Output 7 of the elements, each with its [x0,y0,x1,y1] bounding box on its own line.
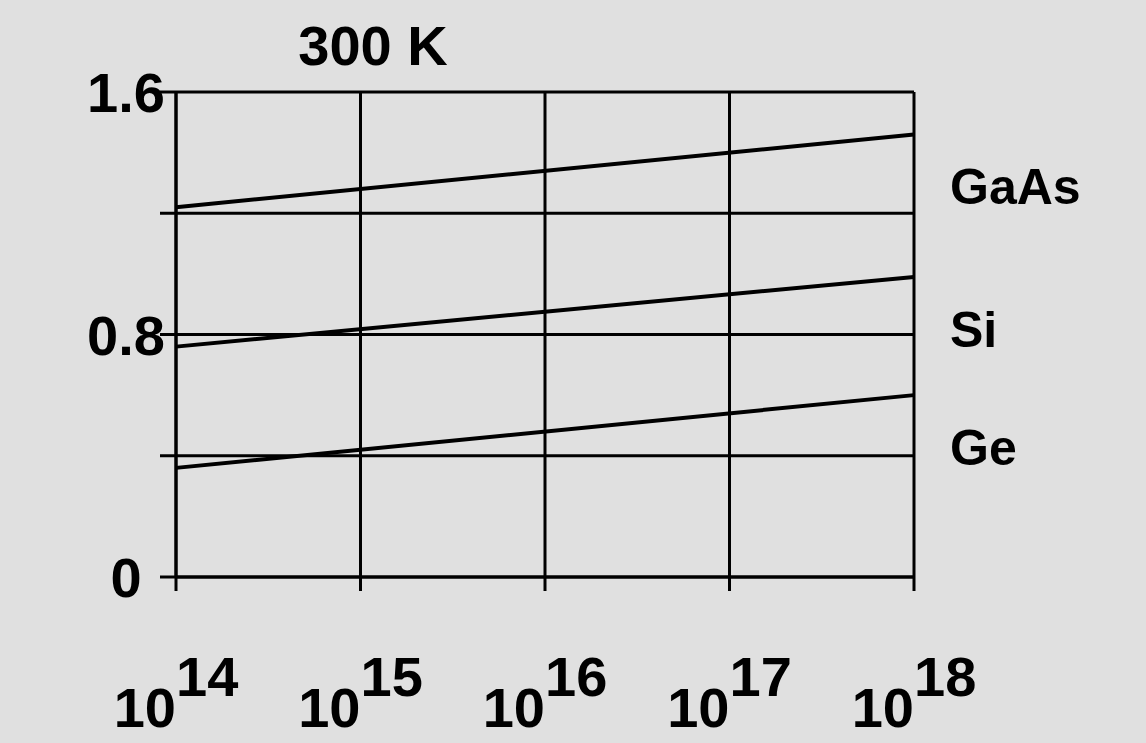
y-tick-label: 0.8 [87,303,165,367]
series-label: Si [950,301,998,358]
chart-title: 300 K [298,14,448,77]
series-label: Ge [950,420,1017,477]
series-label: GaAs [950,159,1081,216]
y-tick-label: 1.6 [87,61,165,124]
y-tick-label: 0 [110,546,142,609]
